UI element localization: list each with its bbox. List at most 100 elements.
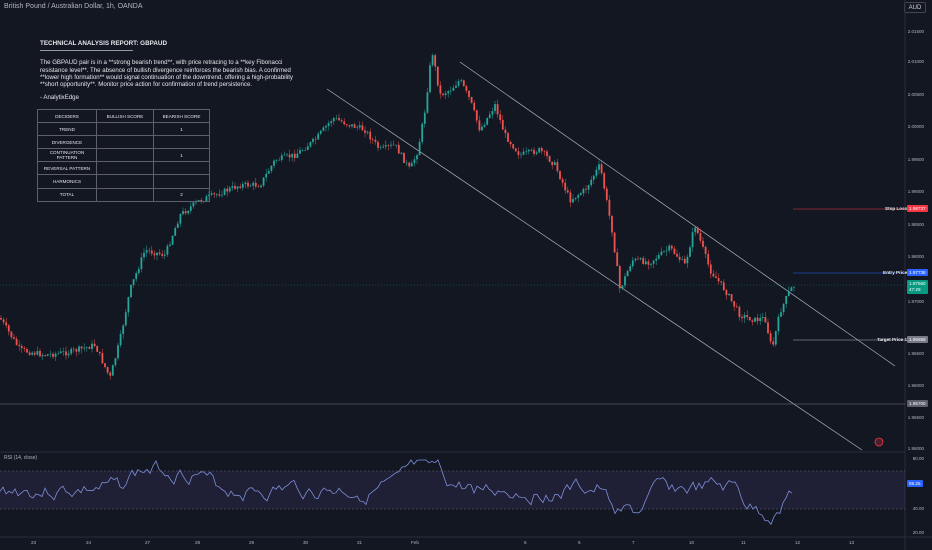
candle-body xyxy=(382,146,385,148)
time-tick: 28 xyxy=(195,540,201,545)
candle-body xyxy=(761,317,764,319)
candle-body xyxy=(509,141,512,145)
candle-body xyxy=(280,155,283,160)
candle-body xyxy=(767,322,769,334)
alert-icon[interactable] xyxy=(874,437,884,447)
candle-body xyxy=(210,193,213,195)
candle-body xyxy=(104,363,106,367)
deciders-table: DECIDERS BULLISH SCORE BEARISH SCORE TRE… xyxy=(37,108,210,202)
symbol-title[interactable]: British Pound / Australian Dollar, 1h, O… xyxy=(4,3,143,10)
candle-body xyxy=(657,254,660,259)
candle-body xyxy=(434,55,437,67)
candle-body xyxy=(631,260,634,267)
time-tick: 24 xyxy=(86,540,92,545)
candle-body xyxy=(241,184,244,188)
price-tick: 2.01000 xyxy=(907,59,924,64)
table-cell xyxy=(153,161,210,176)
table-row: REVERSAL PATTERN xyxy=(37,161,210,176)
channel-upper-line[interactable] xyxy=(459,61,896,367)
candle-body xyxy=(569,192,572,203)
candle-body xyxy=(106,366,109,373)
candle-body xyxy=(221,194,223,196)
candle-body xyxy=(327,123,330,127)
candle-body xyxy=(772,341,775,345)
candle-body xyxy=(387,145,390,146)
report-line-4: **short opportunity**. Monitor price act… xyxy=(40,81,253,89)
candle-body xyxy=(681,258,684,260)
candle-body xyxy=(582,188,585,194)
candle-body xyxy=(195,201,197,203)
candle-body xyxy=(218,194,221,196)
candle-body xyxy=(184,211,187,214)
candle-body xyxy=(101,353,104,364)
current-price-tag[interactable]: 1.97560 47:29 xyxy=(907,280,928,294)
candle-body xyxy=(317,133,320,140)
rsi-band xyxy=(0,471,905,509)
entry-price-tag[interactable]: 1.97738 xyxy=(907,269,928,276)
time-tick: 12 xyxy=(795,540,801,545)
table-row: TOTAL 2 xyxy=(37,187,210,202)
bar-countdown: 47:29 xyxy=(909,287,921,292)
candle-body xyxy=(369,131,372,140)
candle-body xyxy=(431,55,434,66)
candle-body xyxy=(70,348,73,354)
candle-body xyxy=(481,126,483,131)
candle-body xyxy=(325,126,327,128)
candle-body xyxy=(117,345,119,359)
table-cell xyxy=(96,161,154,176)
candle-body xyxy=(18,344,21,347)
candle-body xyxy=(478,120,481,131)
candle-body xyxy=(423,112,426,124)
table-cell xyxy=(153,135,210,150)
candle-body xyxy=(774,331,777,345)
candle-body xyxy=(7,325,10,332)
candle-body xyxy=(725,290,728,296)
candle-body xyxy=(140,257,143,269)
candle-body xyxy=(397,144,400,154)
candle-body xyxy=(475,110,478,121)
candle-body xyxy=(98,351,101,354)
candle-body xyxy=(130,284,132,298)
rsi-indicator-label[interactable]: RSI (14, close) xyxy=(4,455,38,461)
candle-body xyxy=(304,150,307,151)
candle-body xyxy=(366,131,369,133)
channel-lower-line[interactable] xyxy=(326,88,863,451)
candle-body xyxy=(49,353,52,355)
candle-body xyxy=(179,214,182,224)
target-price-tag[interactable]: 1.96659 xyxy=(907,336,928,343)
stop-loss-price-tag[interactable]: 1.98737 xyxy=(907,205,928,212)
candle-body xyxy=(163,254,166,256)
candle-body xyxy=(28,352,31,355)
report-line-1: The GBPAUD pair is in a **strong bearish… xyxy=(40,59,283,67)
low-line-price-tag[interactable]: 1.95700 xyxy=(907,400,928,407)
candle-body xyxy=(236,186,239,189)
table-cell xyxy=(96,135,154,150)
table-cell xyxy=(96,174,154,189)
candle-body xyxy=(283,154,286,156)
rsi-tick: 40.00 xyxy=(912,506,924,511)
candle-body xyxy=(754,317,756,322)
candle-body xyxy=(639,258,642,260)
candle-body xyxy=(548,156,551,162)
rsi-line[interactable] xyxy=(0,459,793,526)
candles-group[interactable] xyxy=(0,53,795,380)
table-cell xyxy=(96,187,154,202)
candle-body xyxy=(299,150,301,154)
table-cell xyxy=(96,148,154,163)
stop-loss-label[interactable]: Stop Loss xyxy=(885,206,908,211)
candle-body xyxy=(231,185,234,188)
candle-body xyxy=(686,256,689,264)
candle-body xyxy=(109,372,112,376)
candle-body xyxy=(156,252,158,256)
candle-body xyxy=(743,315,746,319)
candle-body xyxy=(512,144,515,149)
candle-body xyxy=(301,150,304,151)
candle-body xyxy=(247,182,249,187)
entry-price-label[interactable]: Entry Price xyxy=(883,270,908,275)
candle-body xyxy=(332,118,335,122)
rsi-value-tag[interactable]: 59.25 xyxy=(907,480,923,487)
table-cell: HARMONICS xyxy=(37,174,97,189)
candle-body xyxy=(213,193,216,195)
target-price-label[interactable]: Target Price 1 xyxy=(877,337,908,342)
